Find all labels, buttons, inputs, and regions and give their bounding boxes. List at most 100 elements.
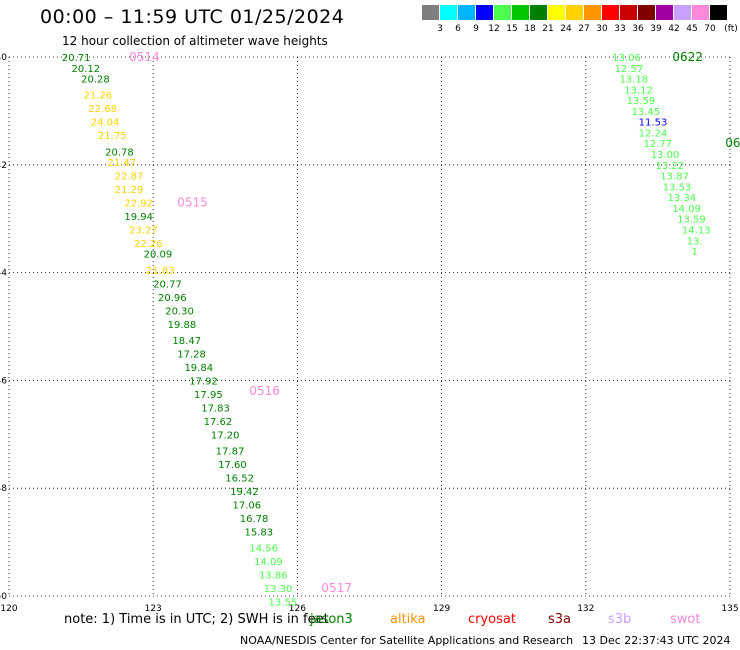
swh-value: 14.09: [672, 204, 701, 215]
mission-label-cryosat: cryosat: [468, 612, 516, 627]
swh-value: 13.53: [663, 182, 692, 193]
swh-value: 20.30: [165, 306, 194, 317]
legend-swatch: [656, 5, 673, 20]
lon-tick-label: 126: [289, 604, 306, 614]
legend-label: 70: [704, 24, 716, 34]
swh-value: 13.45: [631, 107, 660, 118]
lat-tick-label: -42: [0, 161, 7, 171]
swh-value: 20.78: [105, 147, 134, 158]
swh-value: 17.28: [177, 349, 206, 360]
pass-time-label: 0517: [321, 581, 352, 595]
swh-value: 17.92: [189, 376, 218, 387]
lat-tick-label: -48: [0, 484, 7, 494]
map-axis-ticks: 120 123 126 129 132 135 -40 -42 -44 -46 -48 -50: [0, 53, 739, 614]
swh-value: 22.68: [88, 104, 117, 115]
swh-value: 19.94: [124, 212, 153, 223]
swh-value: 17.95: [194, 390, 223, 401]
legend-label: 36: [632, 24, 644, 34]
swh-value: 12.24: [639, 128, 668, 139]
swh-value: 13.59: [677, 215, 706, 226]
pass-time-label: 0514: [129, 50, 160, 64]
swh-value: 17.83: [201, 403, 230, 414]
swh-value: 20.71: [62, 53, 91, 64]
swh-value: 13.12: [624, 85, 653, 96]
swh-value: 13.86: [259, 570, 288, 581]
legend-swatch: [602, 5, 619, 20]
swh-value: 17.06: [233, 500, 262, 511]
swh-value: 13.: [687, 236, 703, 247]
legend-swatch: [458, 5, 475, 20]
swh-value: 19.84: [184, 363, 213, 374]
legend-swatch: [422, 5, 439, 20]
swh-value: 17.62: [204, 417, 233, 428]
credit-line: NOAA/NESDIS Center for Satellite Applica…: [240, 634, 574, 647]
swh-value: 1: [692, 247, 698, 258]
swh-value: 20.09: [144, 250, 173, 261]
swh-value: 19.88: [168, 320, 197, 331]
lon-tick-label: 123: [145, 604, 162, 614]
legend-swatch: [674, 5, 691, 20]
pass-time-label: 0516: [249, 384, 280, 398]
swh-value: 24.04: [91, 118, 120, 129]
page-subtitle: 12 hour collection of altimeter wave hei…: [62, 34, 328, 48]
legend-label: 3: [437, 24, 443, 34]
lon-tick-label: 129: [433, 604, 450, 614]
swh-value: 21.75: [98, 131, 127, 142]
legend-label: 42: [668, 24, 680, 34]
lon-tick-label: 120: [0, 604, 17, 614]
generated-timestamp: 13 Dec 22:37:43 UTC 2024: [582, 634, 731, 647]
map-grid: [8, 56, 731, 597]
swh-value: 13.59: [627, 96, 656, 107]
legend-swatch: [584, 5, 601, 20]
lon-tick-label: 132: [577, 604, 594, 614]
swh-value: 19.42: [230, 487, 259, 498]
lat-tick-label: -44: [0, 269, 7, 279]
swh-value: 11.53: [639, 118, 668, 129]
swh-value: 16.78: [240, 514, 269, 525]
swh-value: 13.55: [269, 597, 298, 608]
pass-time-label: 0622: [672, 50, 703, 64]
swh-value: 21.83: [146, 266, 175, 277]
swh-value: 13.87: [660, 172, 689, 183]
legend-swatch: [494, 5, 511, 20]
mission-label-s3b: s3b: [608, 612, 632, 627]
swh-value: 13.34: [668, 193, 697, 204]
swh-value: 13.06: [612, 53, 641, 64]
legend-swatch: [692, 5, 709, 20]
swh-value: 21.26: [84, 91, 113, 102]
legend-label: 39: [650, 24, 662, 34]
swh-value: 13.22: [655, 161, 684, 172]
swh-value: 13.30: [264, 584, 293, 595]
pass-time-labels: 0514 0515 0516 0517 0622 0623: [129, 50, 740, 595]
footnote: note: 1) Time is in UTC; 2) SWH is in fe…: [64, 612, 329, 627]
legend-swatch: [638, 5, 655, 20]
legend-swatch: [530, 5, 547, 20]
legend-label: 45: [686, 24, 698, 34]
legend-label: 30: [596, 24, 608, 34]
legend-unit: (ft): [724, 24, 738, 34]
swh-value: 12.77: [643, 139, 672, 150]
legend-swatch: [710, 5, 727, 20]
swh-value: 14.13: [682, 225, 711, 236]
legend-label: 27: [578, 24, 590, 34]
page-title: 00:00 – 11:59 UTC 01/25/2024: [40, 6, 345, 28]
legend-label: 21: [542, 24, 554, 34]
swh-value: 14.09: [254, 557, 283, 568]
legend-label: 12: [488, 24, 500, 34]
swh-value: 23.27: [129, 225, 158, 236]
swh-value: 12.57: [615, 64, 644, 75]
legend-label: 24: [560, 24, 572, 34]
pass-time-label: 0623: [725, 136, 740, 150]
swh-value: 22.87: [115, 172, 144, 183]
swh-value: 16.52: [225, 473, 254, 484]
swh-value: 17.87: [216, 446, 245, 457]
swh-value: 14.56: [249, 543, 278, 554]
lat-tick-label: -46: [0, 376, 7, 386]
legend-label: 15: [506, 24, 518, 34]
legend-label: 18: [524, 24, 536, 34]
legend-label: 9: [473, 24, 479, 34]
legend-swatch: [512, 5, 529, 20]
swh-value: 20.12: [71, 64, 100, 75]
